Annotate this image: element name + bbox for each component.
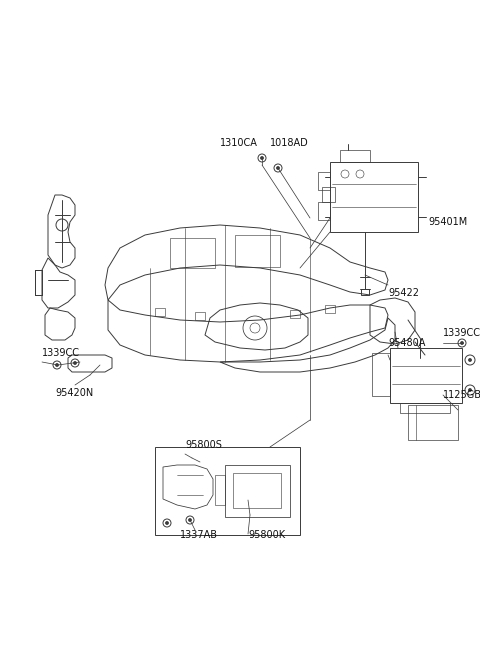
Circle shape	[189, 519, 191, 522]
Bar	[215, 475, 225, 505]
Bar	[330, 162, 418, 232]
Bar	[318, 202, 330, 220]
Bar	[340, 150, 370, 162]
Circle shape	[74, 362, 76, 364]
Text: 1337AB: 1337AB	[180, 530, 218, 540]
Circle shape	[469, 389, 471, 391]
Text: 95800S: 95800S	[185, 440, 222, 450]
Circle shape	[277, 167, 279, 169]
Circle shape	[261, 157, 263, 159]
Bar	[290, 310, 300, 318]
Text: 95420N: 95420N	[55, 388, 93, 398]
Text: 1310CA: 1310CA	[220, 138, 258, 148]
Text: 1125GB: 1125GB	[443, 390, 480, 400]
Text: 95401M: 95401M	[428, 217, 467, 227]
Bar	[155, 447, 300, 535]
Bar	[233, 473, 281, 508]
Text: 95800K: 95800K	[248, 530, 285, 540]
Text: 1339CC: 1339CC	[42, 348, 80, 358]
Text: 95422: 95422	[388, 288, 419, 298]
Bar	[390, 348, 462, 403]
Text: 95480A: 95480A	[388, 338, 425, 348]
Bar	[225, 465, 290, 517]
Text: 1018AD: 1018AD	[270, 138, 309, 148]
Bar	[35, 270, 42, 295]
Bar	[400, 403, 450, 413]
Bar	[235, 235, 280, 267]
Bar	[195, 312, 205, 320]
Text: 1339CC: 1339CC	[443, 328, 480, 338]
Bar	[155, 308, 165, 316]
Circle shape	[461, 342, 463, 344]
Bar	[318, 172, 330, 190]
Bar	[408, 405, 458, 440]
Bar	[170, 238, 215, 268]
Circle shape	[56, 364, 58, 366]
Circle shape	[469, 359, 471, 361]
Circle shape	[166, 522, 168, 524]
Bar	[325, 305, 335, 313]
Bar	[361, 289, 369, 295]
